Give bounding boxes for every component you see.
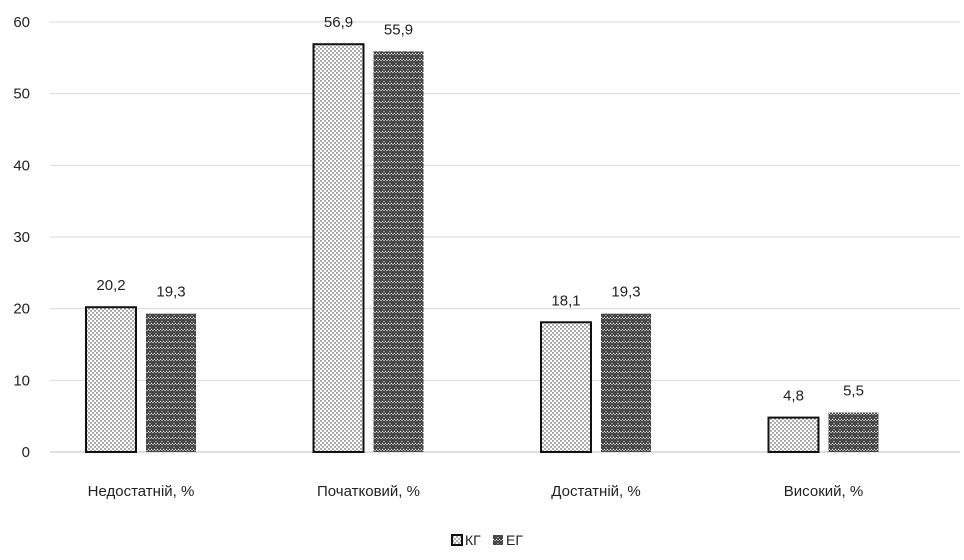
- y-tick-label: 40: [13, 157, 30, 174]
- bars: [85, 43, 879, 454]
- data-label: 5,5: [843, 383, 864, 400]
- bar-eg: [828, 412, 879, 452]
- data-labels: 20,2 19,3 56,9 55,9 18,1 19,3 4,8 5,5: [96, 14, 864, 404]
- data-label: 55,9: [384, 21, 413, 38]
- legend-label: ЕГ: [506, 532, 523, 548]
- data-label: 20,2: [96, 277, 125, 294]
- bar-kg: [85, 306, 137, 453]
- data-label: 56,9: [324, 14, 353, 31]
- bar-kg: [312, 43, 365, 453]
- y-tick-label: 30: [13, 229, 30, 246]
- x-axis-categories: Недостатній, % Початковий, % Достатній, % В…: [88, 483, 864, 500]
- y-tick-label: 0: [22, 444, 30, 461]
- y-axis-ticks: 0 10 20 30 40 50 60: [13, 14, 30, 461]
- category-label: Початковий, %: [317, 483, 420, 500]
- y-tick-label: 10: [13, 372, 30, 389]
- bar-eg: [146, 313, 196, 452]
- y-tick-label: 60: [13, 14, 30, 31]
- data-label: 19,3: [611, 284, 640, 301]
- legend-label: КГ: [465, 532, 481, 548]
- legend-swatch: [451, 534, 463, 546]
- gridlines: [50, 21, 960, 453]
- legend: КГ ЕГ: [451, 532, 523, 548]
- data-label: 4,8: [783, 388, 804, 405]
- bar-kg: [540, 321, 592, 453]
- bar-eg: [601, 313, 651, 452]
- data-label: 19,3: [156, 284, 185, 301]
- data-label: 18,1: [551, 292, 580, 309]
- bar-kg: [767, 416, 820, 454]
- bar-eg: [373, 51, 424, 453]
- category-label: Достатній, %: [551, 483, 640, 500]
- category-label: Високий, %: [784, 483, 863, 500]
- y-tick-label: 20: [13, 301, 30, 318]
- category-label: Недостатній, %: [88, 483, 195, 500]
- legend-swatch: [493, 535, 503, 545]
- y-tick-label: 50: [13, 86, 30, 103]
